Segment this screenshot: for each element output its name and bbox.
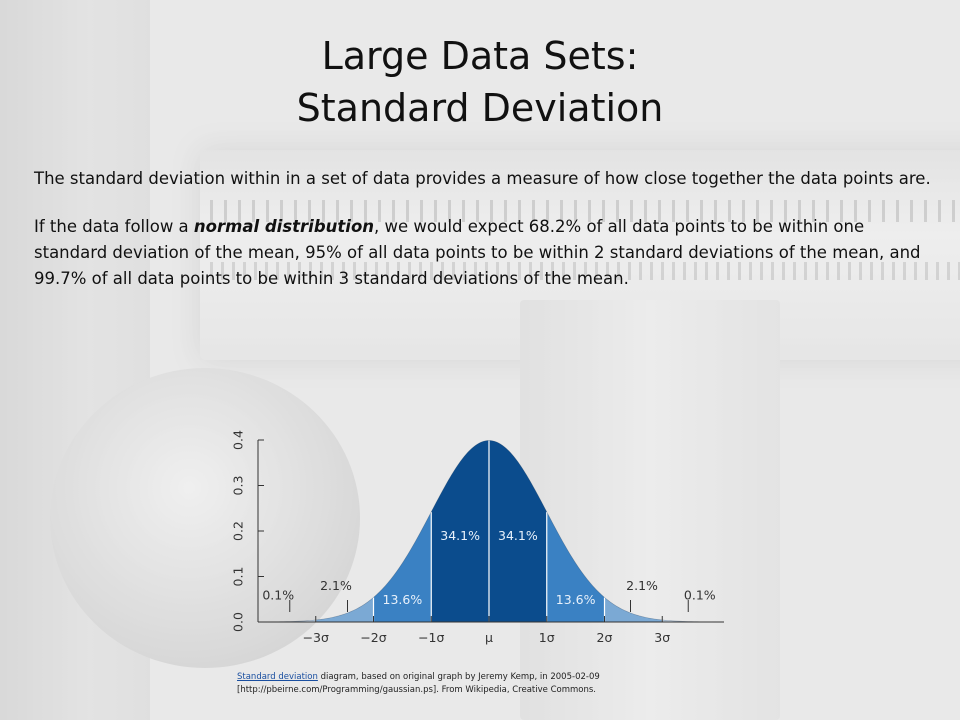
coin-image <box>50 368 360 668</box>
body-text: The standard deviation within in a set o… <box>34 166 940 314</box>
x-tick-label-6: 3σ <box>654 630 670 645</box>
region-label-4: 34.1% <box>498 528 538 543</box>
title-line-2: Standard Deviation <box>296 86 664 130</box>
region-label-7: 0.1% <box>684 587 716 602</box>
x-tick-label-2: −1σ <box>418 630 444 645</box>
region-1 <box>315 597 374 622</box>
x-tick-label-1: −2σ <box>360 630 386 645</box>
region-5 <box>546 511 605 622</box>
density-curve <box>257 440 721 623</box>
caption-text-2: [http://pbeirne.com/Programming/gaussian… <box>237 685 596 695</box>
region-label-0: 0.1% <box>262 587 294 602</box>
y-tick-label-3: 0.3 <box>231 476 246 496</box>
title-line-1: Large Data Sets: <box>321 34 639 78</box>
normal-distribution-term: normal distribution <box>193 217 375 236</box>
y-tick-label-1: 0.1 <box>231 567 246 587</box>
normal-distribution-chart: 0.0 0.1 0.2 0.3 0.4 −3σ −2σ −1σ μ 1σ 2σ 3σ 0.1% 2.1% 1… <box>231 430 724 645</box>
region-label-5: 13.6% <box>556 592 596 607</box>
region-label-3: 34.1% <box>440 528 480 543</box>
paragraph-1: The standard deviation within in a set o… <box>34 169 931 188</box>
paragraph-2-post: , we would expect 68.2% of all data poin… <box>34 217 921 288</box>
y-tick-label-4: 0.4 <box>231 430 246 450</box>
region-label-6: 2.1% <box>626 578 658 593</box>
region-4 <box>489 440 547 622</box>
y-tick-label-0: 0.0 <box>231 612 246 632</box>
region-6 <box>604 597 663 622</box>
region-2 <box>373 511 432 622</box>
region-7 <box>662 619 720 622</box>
slide-title: Large Data Sets: Standard Deviation <box>0 30 960 134</box>
x-tick-label-4: 1σ <box>539 630 555 645</box>
region-label-2: 13.6% <box>383 592 423 607</box>
caption-link[interactable]: Standard deviation <box>237 672 318 682</box>
chart-caption: Standard deviation diagram, based on ori… <box>237 671 757 697</box>
paragraph-2: If the data follow a normal distribution… <box>34 214 940 292</box>
x-tick-label-3: μ <box>485 630 493 645</box>
x-tick-label-0: −3σ <box>303 630 329 645</box>
x-tick-label-5: 2σ <box>597 630 613 645</box>
region-3 <box>431 440 489 622</box>
y-tick-label-2: 0.2 <box>231 521 246 541</box>
region-label-1: 2.1% <box>320 578 352 593</box>
region-0 <box>258 619 316 622</box>
paragraph-2-pre: If the data follow a <box>34 217 194 236</box>
caption-text-1: diagram, based on original graph by Jere… <box>317 672 600 682</box>
